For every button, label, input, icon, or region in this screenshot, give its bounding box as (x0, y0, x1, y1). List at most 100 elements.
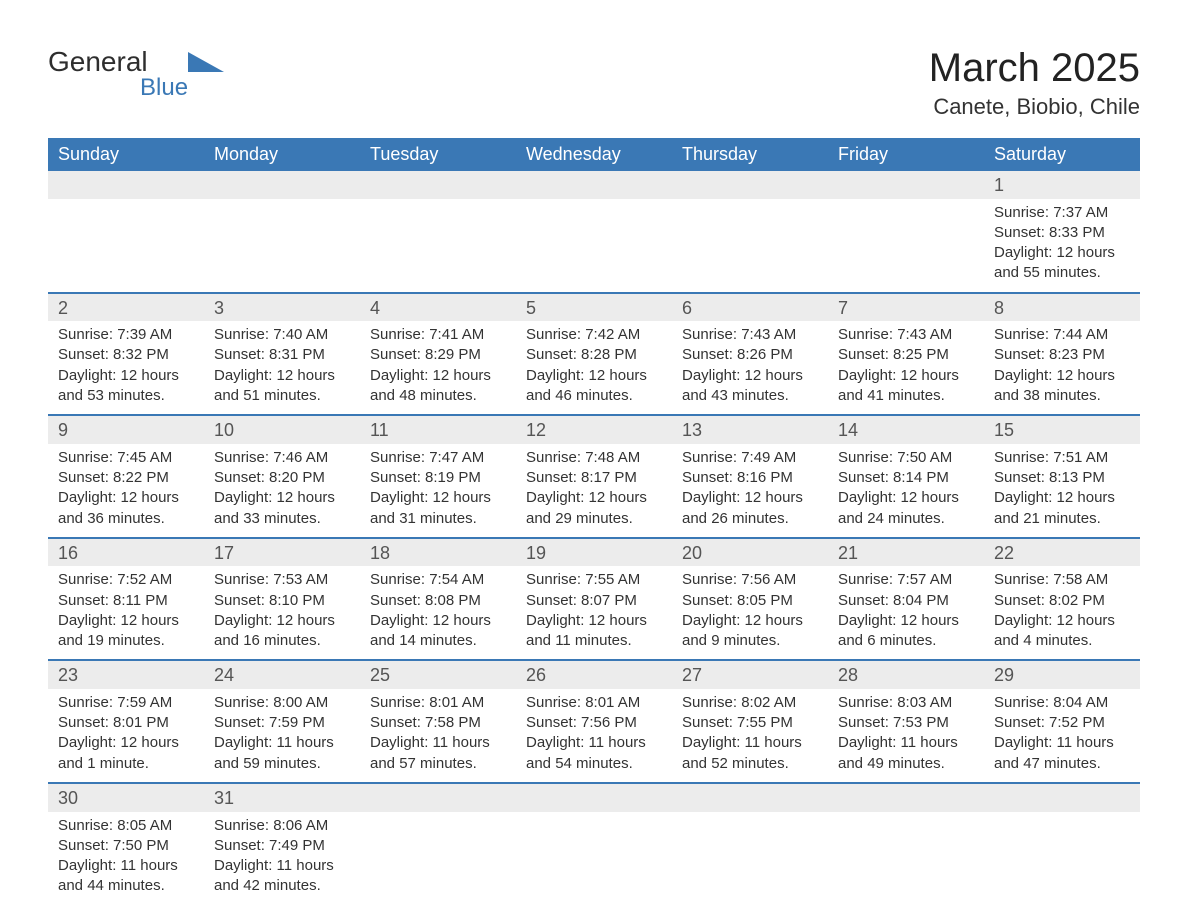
sunrise-text: Sunrise: 8:01 AM (370, 693, 506, 713)
day-content: Sunrise: 7:42 AMSunset: 8:28 PMDaylight:… (516, 321, 672, 414)
daylight-text: Daylight: 11 hours and 52 minutes. (682, 733, 818, 774)
day-content (672, 812, 828, 844)
day-content-cell (360, 812, 516, 905)
daylight-text: Daylight: 12 hours and 4 minutes. (994, 611, 1130, 652)
day-number-cell: 12 (516, 415, 672, 444)
day-content: Sunrise: 7:50 AMSunset: 8:14 PMDaylight:… (828, 444, 984, 537)
sunrise-text: Sunrise: 7:58 AM (994, 570, 1130, 590)
day-number: 27 (672, 661, 828, 689)
day-number-cell (828, 783, 984, 812)
day-content-cell: Sunrise: 7:51 AMSunset: 8:13 PMDaylight:… (984, 444, 1140, 538)
sunrise-text: Sunrise: 7:43 AM (838, 325, 974, 345)
day-number-cell (360, 783, 516, 812)
day-number-cell: 30 (48, 783, 204, 812)
sunrise-text: Sunrise: 7:59 AM (58, 693, 194, 713)
day-number: 24 (204, 661, 360, 689)
daylight-text: Daylight: 12 hours and 55 minutes. (994, 243, 1130, 284)
day-content: Sunrise: 7:47 AMSunset: 8:19 PMDaylight:… (360, 444, 516, 537)
day-content: Sunrise: 7:46 AMSunset: 8:20 PMDaylight:… (204, 444, 360, 537)
day-number-cell: 2 (48, 293, 204, 322)
day-number-cell: 25 (360, 660, 516, 689)
day-content: Sunrise: 7:49 AMSunset: 8:16 PMDaylight:… (672, 444, 828, 537)
sunrise-text: Sunrise: 8:01 AM (526, 693, 662, 713)
sunset-text: Sunset: 8:33 PM (994, 223, 1130, 243)
sunrise-text: Sunrise: 7:56 AM (682, 570, 818, 590)
sunset-text: Sunset: 7:50 PM (58, 836, 194, 856)
sunrise-text: Sunrise: 7:57 AM (838, 570, 974, 590)
day-number (204, 171, 360, 199)
day-content-cell (48, 199, 204, 293)
title-block: March 2025 Canete, Biobio, Chile (929, 48, 1140, 120)
day-content (48, 199, 204, 231)
sunrise-text: Sunrise: 7:44 AM (994, 325, 1130, 345)
day-number: 21 (828, 539, 984, 567)
day-content: Sunrise: 8:01 AMSunset: 7:56 PMDaylight:… (516, 689, 672, 782)
day-number: 29 (984, 661, 1140, 689)
sunset-text: Sunset: 8:26 PM (682, 345, 818, 365)
day-content-cell: Sunrise: 7:39 AMSunset: 8:32 PMDaylight:… (48, 321, 204, 415)
day-number: 6 (672, 294, 828, 322)
daylight-text: Daylight: 12 hours and 21 minutes. (994, 488, 1130, 529)
day-content-cell: Sunrise: 7:37 AMSunset: 8:33 PMDaylight:… (984, 199, 1140, 293)
day-content-cell: Sunrise: 8:03 AMSunset: 7:53 PMDaylight:… (828, 689, 984, 783)
sunset-text: Sunset: 8:05 PM (682, 591, 818, 611)
day-content-row: Sunrise: 7:59 AMSunset: 8:01 PMDaylight:… (48, 689, 1140, 783)
day-content-cell (360, 199, 516, 293)
day-content: Sunrise: 8:04 AMSunset: 7:52 PMDaylight:… (984, 689, 1140, 782)
logo-text-blue: Blue (140, 76, 188, 100)
sunset-text: Sunset: 7:52 PM (994, 713, 1130, 733)
day-number-cell: 19 (516, 538, 672, 567)
day-content-cell: Sunrise: 7:47 AMSunset: 8:19 PMDaylight:… (360, 444, 516, 538)
sunrise-text: Sunrise: 7:55 AM (526, 570, 662, 590)
day-number-cell: 3 (204, 293, 360, 322)
sunset-text: Sunset: 8:29 PM (370, 345, 506, 365)
day-content-cell (204, 199, 360, 293)
day-content-cell: Sunrise: 8:02 AMSunset: 7:55 PMDaylight:… (672, 689, 828, 783)
day-number-cell: 7 (828, 293, 984, 322)
day-number (48, 171, 204, 199)
sunset-text: Sunset: 8:17 PM (526, 468, 662, 488)
daylight-text: Daylight: 12 hours and 24 minutes. (838, 488, 974, 529)
day-number-cell: 5 (516, 293, 672, 322)
day-content-cell: Sunrise: 7:54 AMSunset: 8:08 PMDaylight:… (360, 566, 516, 660)
day-number-cell (360, 171, 516, 199)
day-content-cell: Sunrise: 8:01 AMSunset: 7:56 PMDaylight:… (516, 689, 672, 783)
day-content-cell: Sunrise: 7:41 AMSunset: 8:29 PMDaylight:… (360, 321, 516, 415)
sunset-text: Sunset: 8:20 PM (214, 468, 350, 488)
day-content-cell: Sunrise: 8:05 AMSunset: 7:50 PMDaylight:… (48, 812, 204, 905)
daylight-text: Daylight: 12 hours and 11 minutes. (526, 611, 662, 652)
day-content: Sunrise: 7:37 AMSunset: 8:33 PMDaylight:… (984, 199, 1140, 292)
day-number (516, 171, 672, 199)
day-content-cell (516, 812, 672, 905)
sunrise-text: Sunrise: 7:54 AM (370, 570, 506, 590)
day-number: 20 (672, 539, 828, 567)
sunrise-text: Sunrise: 7:49 AM (682, 448, 818, 468)
day-number: 2 (48, 294, 204, 322)
day-content: Sunrise: 8:01 AMSunset: 7:58 PMDaylight:… (360, 689, 516, 782)
day-number-cell: 8 (984, 293, 1140, 322)
day-content-cell: Sunrise: 7:57 AMSunset: 8:04 PMDaylight:… (828, 566, 984, 660)
sunset-text: Sunset: 7:58 PM (370, 713, 506, 733)
day-content: Sunrise: 7:54 AMSunset: 8:08 PMDaylight:… (360, 566, 516, 659)
daylight-text: Daylight: 12 hours and 16 minutes. (214, 611, 350, 652)
weekday-header: Monday (204, 138, 360, 171)
day-number-cell: 13 (672, 415, 828, 444)
day-number-cell: 6 (672, 293, 828, 322)
daylight-text: Daylight: 11 hours and 42 minutes. (214, 856, 350, 897)
day-number (360, 784, 516, 812)
sunset-text: Sunset: 8:31 PM (214, 345, 350, 365)
day-number: 26 (516, 661, 672, 689)
calendar-page: General Blue March 2025 Canete, Biobio, … (0, 0, 1188, 918)
day-number-cell: 11 (360, 415, 516, 444)
day-number-cell: 29 (984, 660, 1140, 689)
day-number-cell (516, 171, 672, 199)
sunset-text: Sunset: 8:08 PM (370, 591, 506, 611)
day-number: 17 (204, 539, 360, 567)
weekday-header: Friday (828, 138, 984, 171)
day-number-cell: 1 (984, 171, 1140, 199)
calendar-body: 1 Sunrise: 7:37 AMSunset: 8:33 PMDayligh… (48, 171, 1140, 905)
day-content-cell (828, 199, 984, 293)
sunrise-text: Sunrise: 7:45 AM (58, 448, 194, 468)
sunrise-text: Sunrise: 7:46 AM (214, 448, 350, 468)
sunset-text: Sunset: 8:04 PM (838, 591, 974, 611)
